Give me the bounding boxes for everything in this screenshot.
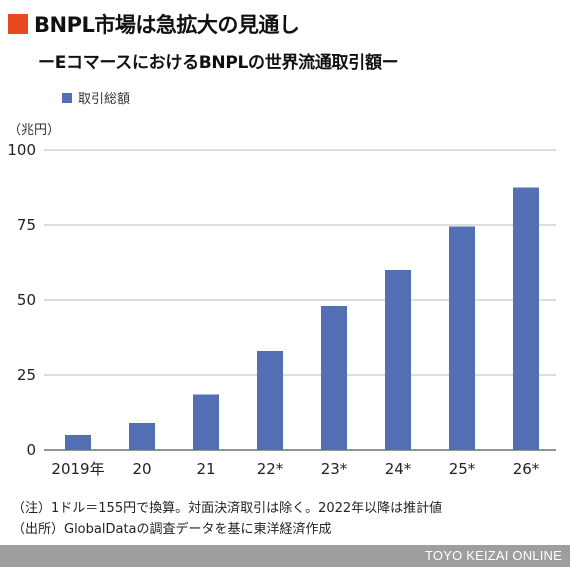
x-tick-label: 2019年 — [51, 460, 104, 478]
bar-23* — [321, 306, 347, 450]
x-tick-label: 20 — [132, 460, 151, 478]
y-tick-label: 50 — [17, 291, 36, 309]
title-marker — [8, 14, 28, 34]
title-row: BNPL市場は急拡大の見通し — [8, 10, 300, 38]
y-tick-label: 100 — [7, 141, 36, 159]
x-tick-label: 26* — [513, 460, 540, 478]
x-tick-label: 22* — [257, 460, 284, 478]
source-line: （出所）GlobalDataの調査データを基に東洋経済作成 — [12, 522, 332, 537]
chart-subtitle: ーEコマースにおけるBNPLの世界流通取引額ー — [38, 53, 399, 73]
legend-label: 取引総額 — [78, 92, 131, 107]
bar-21 — [193, 394, 219, 450]
x-tick-label: 23* — [321, 460, 348, 478]
y-tick-label: 75 — [17, 216, 36, 234]
chart-title: BNPL市場は急拡大の見通し — [34, 13, 300, 37]
bar-chart: 0 25 50 75 100 2019年 20 21 22* 23* 24* 25* 26* — [7, 141, 556, 478]
footer-brand: TOYO KEIZAI ONLINE — [424, 548, 562, 563]
bar-20 — [129, 423, 155, 450]
bar-22* — [257, 351, 283, 450]
x-tick-label: 21 — [196, 460, 215, 478]
legend: 取引総額 — [62, 88, 130, 107]
footer-bar: TOYO KEIZAI ONLINE — [0, 545, 570, 567]
bar-26* — [513, 187, 539, 450]
y-tick-label: 25 — [17, 366, 36, 384]
note-line: （注）1ドル＝155円で換算。対面決済取引は除く。2022年以降は推計値 — [12, 501, 443, 516]
bar-24* — [385, 270, 411, 450]
x-tick-label: 25* — [449, 460, 476, 478]
x-tick-label: 24* — [385, 460, 412, 478]
y-tick-label: 0 — [26, 441, 36, 459]
legend-swatch — [62, 92, 72, 103]
bar-25* — [449, 226, 475, 450]
y-axis-unit: （兆円） — [8, 123, 61, 138]
bar-2019年 — [65, 435, 91, 450]
